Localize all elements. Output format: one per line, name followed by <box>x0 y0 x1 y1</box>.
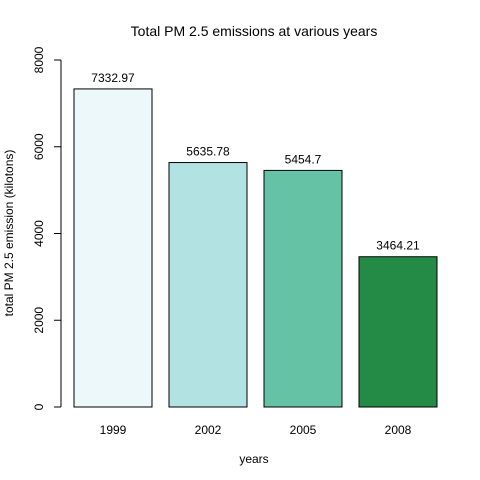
y-tick-label: 8000 <box>32 46 46 73</box>
y-tick-label: 4000 <box>32 220 46 247</box>
bar <box>263 169 343 408</box>
data-label: 5635.78 <box>186 145 230 159</box>
chart-title: Total PM 2.5 emissions at various years <box>131 23 378 39</box>
bar <box>168 162 248 408</box>
x-tick-label: 2002 <box>195 423 222 437</box>
x-tick-label: 2005 <box>290 423 317 437</box>
bar <box>358 256 438 408</box>
x-tick-label: 1999 <box>100 423 127 437</box>
data-label: 5454.7 <box>285 152 322 166</box>
bars <box>73 88 438 408</box>
x-tick-labels: 1999 2002 2005 2008 <box>100 423 412 437</box>
y-axis-label: total PM 2.5 emission (kilotons) <box>2 150 16 317</box>
y-tick-label: 0 <box>32 403 46 410</box>
x-axis-label: years <box>239 452 268 466</box>
data-label: 3464.21 <box>376 239 420 253</box>
data-labels: 7332.97 5635.78 5454.7 3464.21 <box>91 71 420 253</box>
data-label: 7332.97 <box>91 71 135 85</box>
bar <box>73 88 153 408</box>
y-axis: 0 2000 4000 6000 8000 <box>32 46 62 410</box>
x-tick-label: 2008 <box>385 423 412 437</box>
y-tick-label: 6000 <box>32 133 46 160</box>
y-tick-label: 2000 <box>32 307 46 334</box>
